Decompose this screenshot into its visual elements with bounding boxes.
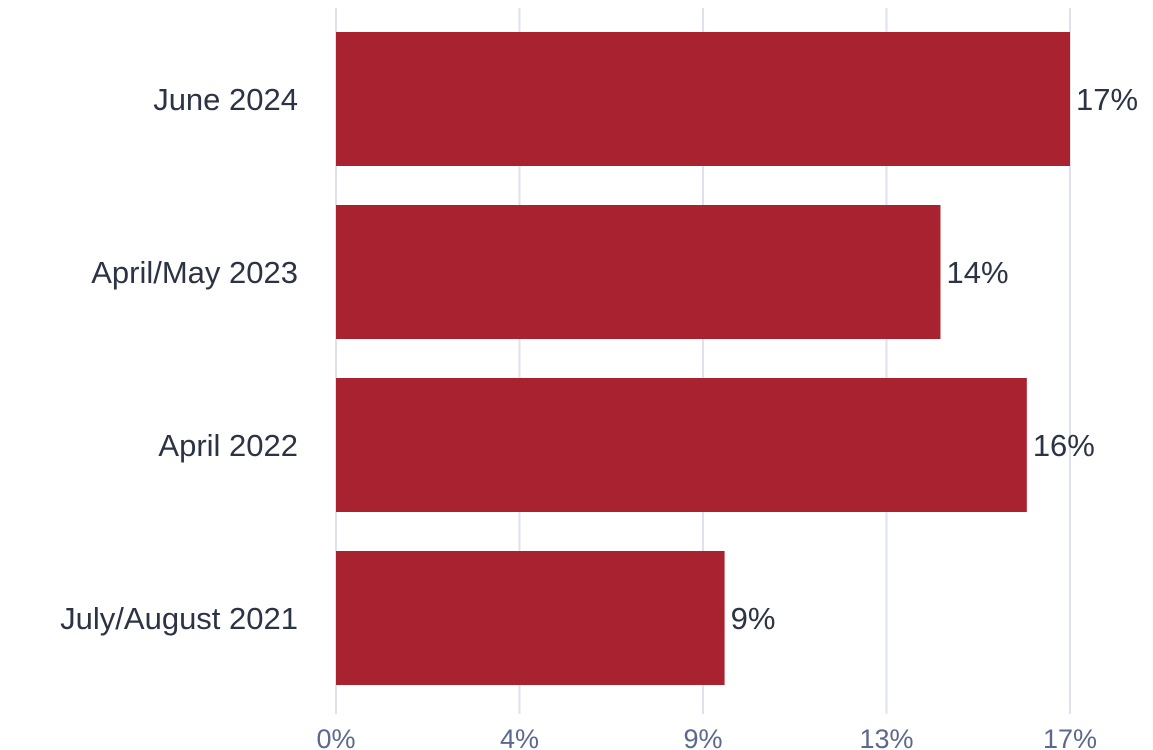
category-label: April 2022 xyxy=(158,428,298,463)
bar xyxy=(336,378,1027,512)
value-label: 16% xyxy=(1033,428,1095,463)
bar xyxy=(336,205,941,339)
category-label: June 2024 xyxy=(153,82,298,117)
value-label: 17% xyxy=(1076,82,1138,117)
x-tick-labels: 0% 4% 9% 13% 17% xyxy=(316,724,1097,750)
x-tick-label: 13% xyxy=(859,724,913,750)
category-label: April/May 2023 xyxy=(91,255,298,290)
x-tick-label: 9% xyxy=(683,724,722,750)
bars xyxy=(336,32,1070,685)
x-tick-label: 0% xyxy=(316,724,355,750)
value-labels: 17% 14% 16% 9% xyxy=(731,82,1138,636)
value-label: 14% xyxy=(946,255,1008,290)
value-label: 9% xyxy=(731,601,776,636)
bar xyxy=(336,551,725,685)
category-labels: June 2024 April/May 2023 April 2022 July/Au… xyxy=(60,82,298,636)
x-tick-label: 4% xyxy=(500,724,539,750)
bar xyxy=(336,32,1070,166)
x-tick-label: 17% xyxy=(1043,724,1097,750)
category-label: July/August 2021 xyxy=(60,601,298,636)
